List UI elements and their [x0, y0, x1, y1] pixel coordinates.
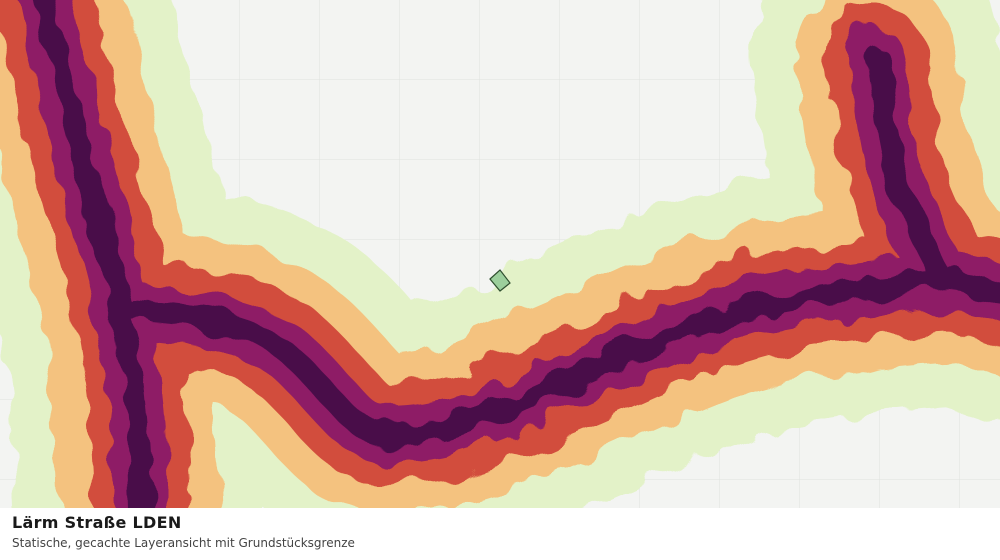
caption — [0, 508, 1000, 560]
parcel-boundary — [489, 269, 511, 292]
noise-map — [0, 0, 1000, 508]
map-title: Lärm Straße LDEN — [12, 513, 182, 532]
map-subtitle: Statische, gecachte Layeransicht mit Gru… — [12, 536, 355, 550]
